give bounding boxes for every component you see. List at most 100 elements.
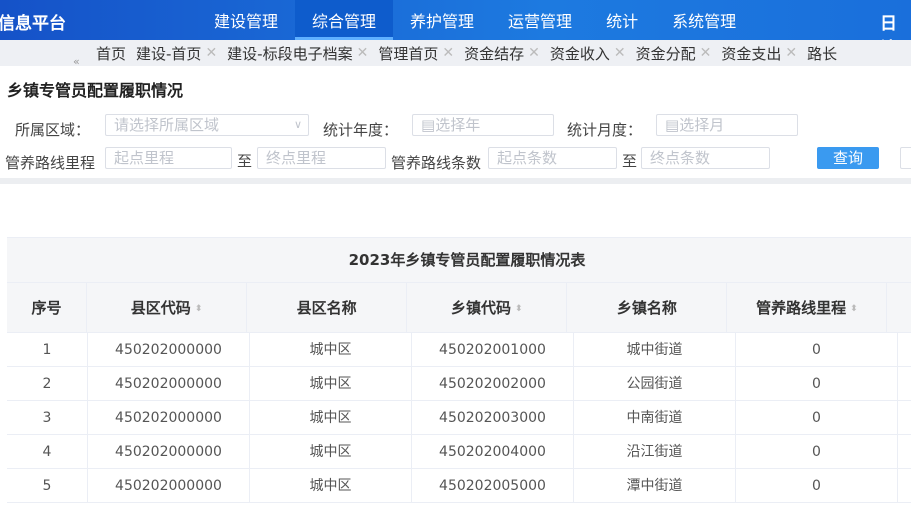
main-nav: 建设管理 综合管理 养护管理 运营管理 统计 系统管理 xyxy=(197,0,753,40)
table-cell: 潭中街道 xyxy=(574,469,736,502)
tab-label: 建设-标段电子档案 xyxy=(227,44,353,63)
table-header-row: 序号 县区代码 ⬍ 县区名称 乡镇代码 ⬍ 乡镇名称 管养路线里程 ⬍ xyxy=(7,283,911,333)
table-row: 4 450202000000 城中区 450202004000 沿江街道 0 xyxy=(7,435,911,469)
column-header[interactable]: 管养路线里程 ⬍ xyxy=(727,283,888,332)
mileage-end-input[interactable]: 终点里程 xyxy=(257,147,386,169)
table-cell: 4 xyxy=(7,435,88,468)
tab-item[interactable]: 资金结存 ✕ xyxy=(464,43,540,64)
column-label: 县区名称 xyxy=(296,299,357,317)
table-cell: 450202000000 xyxy=(88,435,250,468)
sort-icon[interactable]: ⬍ xyxy=(850,303,858,314)
tab-item[interactable]: 资金收入 ✕ xyxy=(550,43,626,64)
column-header[interactable]: 县区代码 ⬍ xyxy=(87,283,248,332)
close-icon[interactable]: ✕ xyxy=(785,45,798,61)
chevron-down-icon: ∨ xyxy=(293,118,302,131)
tab-item[interactable]: 首页 xyxy=(96,43,126,64)
close-icon[interactable]: ✕ xyxy=(356,45,369,61)
sort-icon[interactable]: ⬍ xyxy=(194,303,203,314)
tab-item[interactable]: 资金支出 ✕ xyxy=(721,43,797,64)
query-button[interactable]: 查询 xyxy=(817,147,879,169)
calendar-icon: ▤ xyxy=(665,116,680,134)
table-cell: 0 xyxy=(736,469,898,502)
tab-item[interactable]: 管理首页 ✕ xyxy=(378,43,454,64)
table-title: 2023年乡镇专管员配置履职情况表 xyxy=(7,238,911,283)
table-cell: 0 xyxy=(736,367,898,400)
region-placeholder: 请选择所属区域 xyxy=(114,116,220,134)
table-row: 1 450202000000 城中区 450202001000 城中街道 0 xyxy=(7,333,911,367)
month-label: 统计月度： xyxy=(567,121,643,139)
table-cell: 城中区 xyxy=(250,333,412,366)
region-label: 所属区域： xyxy=(15,121,91,139)
table-cell: 城中区 xyxy=(250,401,412,434)
tab-bar: 首页 建设-首页 ✕ 建设-标段电子档案 ✕ 管理首页 ✕ 资金结存 ✕ 资金收入 ✕ 资金分配 ✕ 资金… xyxy=(0,40,911,66)
table-cell: 450202002000 xyxy=(412,367,574,400)
month-placeholder: 选择月 xyxy=(679,116,725,134)
close-icon[interactable]: ✕ xyxy=(528,45,540,61)
data-table: 2023年乡镇专管员配置履职情况表 序号 县区代码 ⬍ 县区名称 乡镇代码 ⬍ 乡镇名称 管养… xyxy=(7,237,911,503)
to-label: 至 xyxy=(622,152,638,170)
tab-label: 资金分配 xyxy=(635,44,696,63)
tab-item[interactable]: 建设-标段电子档案 ✕ xyxy=(227,43,368,64)
table-cell: 沿江街道 xyxy=(574,435,736,468)
count-end-input[interactable]: 终点条数 xyxy=(641,147,770,169)
close-icon[interactable]: ✕ xyxy=(613,45,626,61)
close-icon[interactable]: ✕ xyxy=(205,45,218,61)
table-cell: 3 xyxy=(7,401,88,434)
table-cell: 450202000000 xyxy=(88,469,250,502)
mileage-label: 管养路线里程 xyxy=(5,154,96,172)
year-placeholder: 选择年 xyxy=(435,116,481,134)
tab-item[interactable]: 建设-首页 ✕ xyxy=(136,43,217,64)
month-picker[interactable]: ▤选择月 xyxy=(656,114,798,136)
tab-label: 建设-首页 xyxy=(136,44,202,63)
nav-item[interactable]: 系统管理 xyxy=(672,12,737,31)
column-label: 乡镇代码 xyxy=(450,299,511,317)
column-header[interactable]: 乡镇代码 ⬍ xyxy=(407,283,568,332)
table-cell: 1 xyxy=(7,333,88,366)
tab-item[interactable]: 路长 xyxy=(807,43,837,64)
table-cell: 城中区 xyxy=(250,367,412,400)
sort-icon[interactable]: ⬍ xyxy=(514,303,523,314)
reset-button[interactable] xyxy=(900,147,911,169)
table-cell: 450202000000 xyxy=(88,333,250,366)
count-start-input[interactable]: 起点条数 xyxy=(488,147,617,169)
table-cell: 0 xyxy=(736,333,898,366)
table-row: 2 450202000000 城中区 450202002000 公园街道 0 xyxy=(7,367,911,401)
table-cell: 城中区 xyxy=(250,435,412,468)
column-header: 乡镇名称 xyxy=(567,283,728,332)
count-label: 管养路线条数 xyxy=(391,154,482,172)
nav-item[interactable]: 运营管理 xyxy=(508,12,573,31)
table-cell: 450202004000 xyxy=(412,435,574,468)
year-picker[interactable]: ▤选择年 xyxy=(412,114,554,136)
column-header: 序号 xyxy=(7,283,88,332)
table-row: 3 450202000000 城中区 450202003000 中南街道 0 xyxy=(7,401,911,435)
nav-item[interactable]: 统计 xyxy=(606,12,639,31)
table-cell: 0 xyxy=(736,435,898,468)
table-cell: 公园街道 xyxy=(574,367,736,400)
table-row: 5 450202000000 城中区 450202005000 潭中街道 0 xyxy=(7,469,911,503)
table-cell: 450202000000 xyxy=(88,367,250,400)
calendar-icon: ▤ xyxy=(421,116,436,134)
nav-item[interactable]: 养护管理 xyxy=(410,12,475,31)
close-icon[interactable]: ✕ xyxy=(699,45,712,61)
tab-label: 首页 xyxy=(96,44,127,63)
nav-item[interactable]: 综合管理 xyxy=(295,0,394,40)
column-header xyxy=(887,283,911,332)
tab-label: 资金支出 xyxy=(721,44,782,63)
column-label: 管养路线里程 xyxy=(756,299,847,317)
table-cell: 城中区 xyxy=(250,469,412,502)
tab-label: 管理首页 xyxy=(378,44,439,63)
table-cell: 450202001000 xyxy=(412,333,574,366)
close-icon[interactable]: ✕ xyxy=(442,45,455,61)
app-logo: 信息平台 xyxy=(0,14,66,34)
region-select[interactable]: 请选择所属区域 ∨ xyxy=(105,114,309,136)
mileage-start-input[interactable]: 起点里程 xyxy=(105,147,232,169)
tab-item[interactable]: 资金分配 ✕ xyxy=(636,43,712,64)
table-cell: 城中街道 xyxy=(574,333,736,366)
collapse-icon[interactable]: « xyxy=(73,55,80,68)
to-label: 至 xyxy=(237,152,253,170)
tab-label: 路长 xyxy=(807,44,838,63)
table-cell: 450202005000 xyxy=(412,469,574,502)
table-cell: 450202000000 xyxy=(88,401,250,434)
nav-item[interactable]: 建设管理 xyxy=(214,12,279,31)
